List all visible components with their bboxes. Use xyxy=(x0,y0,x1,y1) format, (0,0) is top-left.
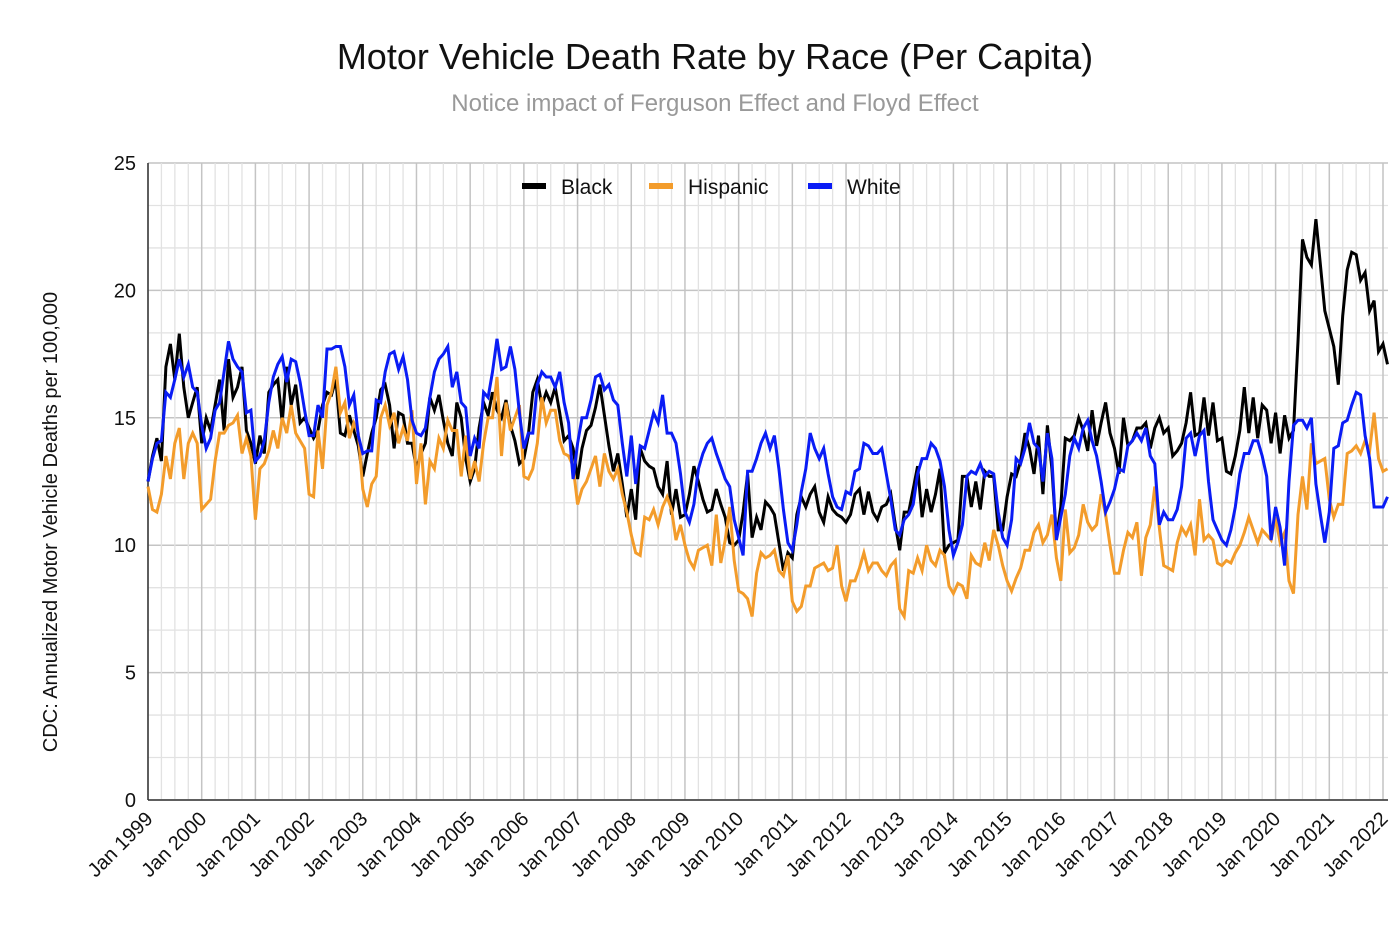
chart-title: Motor Vehicle Death Rate by Race (Per Ca… xyxy=(336,36,1094,77)
y-axis-label: CDC: Annualized Motor Vehicle Deaths per… xyxy=(40,292,62,752)
series-line-white xyxy=(146,338,1389,566)
series-line-hispanic xyxy=(146,366,1389,622)
legend-label-hispanic: Hispanic xyxy=(688,176,769,199)
series-line-black xyxy=(146,218,1389,572)
y-tick-label: 15 xyxy=(114,408,136,430)
y-tick-label: 0 xyxy=(125,790,136,812)
y-tick-label: 25 xyxy=(114,153,136,175)
grid xyxy=(147,162,1388,801)
y-tick-label: 10 xyxy=(114,535,136,557)
chart-subtitle: Notice impact of Ferguson Effect and Flo… xyxy=(451,90,979,117)
legend: Black Hispanic White xyxy=(522,176,901,199)
y-tick-label: 5 xyxy=(125,663,136,685)
legend-label-white: White xyxy=(847,176,901,199)
series-lines xyxy=(146,218,1389,622)
y-tick-label: 20 xyxy=(114,280,136,302)
legend-label-black: Black xyxy=(561,176,613,199)
